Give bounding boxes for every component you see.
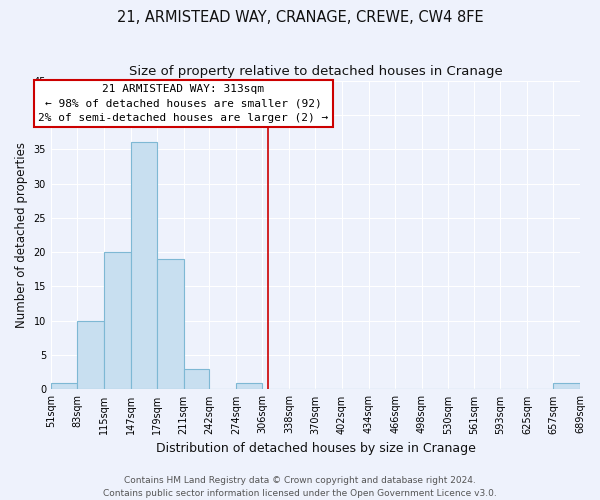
- Title: Size of property relative to detached houses in Cranage: Size of property relative to detached ho…: [128, 65, 502, 78]
- X-axis label: Distribution of detached houses by size in Cranage: Distribution of detached houses by size …: [155, 442, 475, 455]
- Text: Contains HM Land Registry data © Crown copyright and database right 2024.
Contai: Contains HM Land Registry data © Crown c…: [103, 476, 497, 498]
- Text: 21 ARMISTEAD WAY: 313sqm
← 98% of detached houses are smaller (92)
2% of semi-de: 21 ARMISTEAD WAY: 313sqm ← 98% of detach…: [38, 84, 328, 123]
- Bar: [131, 142, 157, 390]
- Bar: [184, 369, 209, 390]
- Text: 21, ARMISTEAD WAY, CRANAGE, CREWE, CW4 8FE: 21, ARMISTEAD WAY, CRANAGE, CREWE, CW4 8…: [116, 10, 484, 25]
- Y-axis label: Number of detached properties: Number of detached properties: [15, 142, 28, 328]
- Bar: [157, 259, 184, 390]
- Bar: [104, 252, 131, 390]
- Bar: [236, 382, 262, 390]
- Bar: [77, 321, 104, 390]
- Bar: [553, 382, 580, 390]
- Bar: [51, 382, 77, 390]
